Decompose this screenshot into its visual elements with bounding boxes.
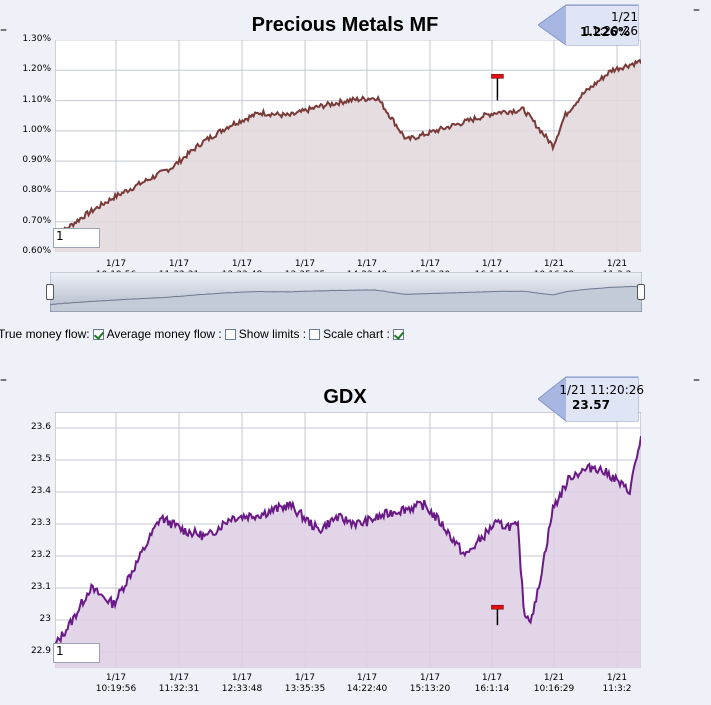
navigator-left-handle[interactable] — [46, 284, 54, 300]
y-tick-label: 23.4 — [30, 486, 51, 496]
x-tick-time: 11:3:2 — [602, 684, 632, 694]
x-tick-date: 1/21 — [543, 259, 565, 269]
x-tick-time: 10:16:29 — [533, 684, 575, 694]
collapse-right-icon[interactable]: – — [693, 372, 700, 388]
y-tick-label: 23.5 — [30, 454, 51, 464]
x-tick-date: 1/17 — [231, 259, 253, 269]
navigator-series — [50, 285, 642, 312]
y-tick-label: 0.80% — [22, 185, 51, 196]
collapse-right-icon[interactable]: – — [693, 2, 700, 18]
x-tick-date: 1/17 — [105, 673, 127, 683]
callout-time: 1/21 11:20:26 — [584, 10, 638, 38]
x-tick-date: 1/17 — [294, 259, 316, 269]
show-limits-checkbox[interactable] — [309, 329, 321, 340]
true-money-flow-checkbox[interactable] — [92, 329, 104, 340]
x-tick-date: 1/21 — [606, 259, 628, 269]
x-tick-date: 1/17 — [419, 673, 441, 683]
y-tick-label: 0.90% — [22, 155, 51, 166]
y-tick-label: 23 — [39, 614, 51, 624]
y-tick-label: 1.20% — [22, 64, 51, 75]
y-tick-label: 0.60% — [22, 246, 51, 256]
scale-chart-label: Scale chart : — [323, 327, 390, 341]
price-chart-plot[interactable] — [55, 40, 641, 252]
x-tick-time: 10:19:56 — [95, 684, 137, 694]
series-area — [55, 60, 641, 252]
y-tick-label: 1.00% — [22, 124, 51, 135]
series-area — [55, 436, 641, 668]
x-tick-time: 16:1:14 — [474, 684, 510, 694]
x-tick-date: 1/17 — [168, 259, 190, 269]
scale-chart-checkbox[interactable] — [392, 329, 404, 340]
y-tick-label: 23.2 — [30, 550, 51, 560]
range-navigator[interactable] — [50, 272, 642, 312]
x-tick-date: 1/17 — [419, 259, 441, 269]
callout-time: 1/21 11:20:26 — [559, 383, 644, 397]
x-tick-date: 1/17 — [294, 673, 316, 683]
x-tick-date: 1/17 — [231, 673, 253, 683]
show-limits-label: Show limits : — [238, 327, 307, 341]
x-tick-time: 12:33:48 — [221, 684, 263, 694]
event-marker[interactable] — [491, 604, 504, 610]
x-tick-time: 15:13:20 — [409, 684, 451, 694]
zoom-input[interactable]: 1 — [53, 643, 100, 663]
true-money-flow-label: True money flow: — [0, 327, 90, 341]
collapse-left-icon[interactable]: – — [0, 22, 7, 38]
y-tick-label: 23.6 — [30, 422, 51, 432]
y-tick-label: 23.3 — [30, 518, 51, 528]
y-tick-label: 1.10% — [22, 94, 51, 105]
navigator-right-handle[interactable] — [637, 284, 645, 300]
collapse-left-icon[interactable]: – — [0, 372, 7, 388]
x-tick-time: 11:32:31 — [158, 684, 200, 694]
x-tick-date: 1/17 — [481, 673, 503, 683]
options-row: True money flow: Average money flow : Show… — [0, 327, 407, 341]
x-tick-date: 1/17 — [481, 259, 503, 269]
event-marker[interactable] — [491, 74, 504, 79]
series-line — [55, 435, 641, 645]
chart-title: GDX — [323, 386, 367, 408]
zoom-input[interactable]: 1 — [53, 228, 100, 248]
x-tick-date: 1/21 — [606, 673, 628, 683]
value-callout-arrow — [538, 4, 639, 46]
x-tick-date: 1/21 — [543, 673, 565, 683]
value-callout-arrow — [538, 376, 639, 422]
x-tick-date: 1/17 — [168, 673, 190, 683]
x-tick-date: 1/17 — [105, 259, 127, 269]
y-tick-label: 22.9 — [30, 646, 51, 656]
y-tick-label: 23.1 — [30, 582, 51, 592]
y-tick-label: 1.30% — [22, 34, 51, 44]
x-tick-date: 1/17 — [356, 673, 378, 683]
x-tick-time: 14:22:40 — [346, 684, 388, 694]
x-tick-date: 1/17 — [356, 259, 378, 269]
callout-value: 1.226% — [580, 25, 630, 39]
series-line — [55, 58, 641, 239]
x-tick-time: 13:35:35 — [284, 684, 326, 694]
price-chart-plot[interactable] — [55, 412, 641, 668]
y-tick-label: 0.70% — [22, 215, 51, 226]
callout-value: 23.57 — [572, 398, 610, 412]
chart-title: Precious Metals MF — [251, 14, 439, 36]
average-money-flow-checkbox[interactable] — [224, 329, 236, 340]
average-money-flow-label: Average money flow : — [106, 327, 222, 341]
